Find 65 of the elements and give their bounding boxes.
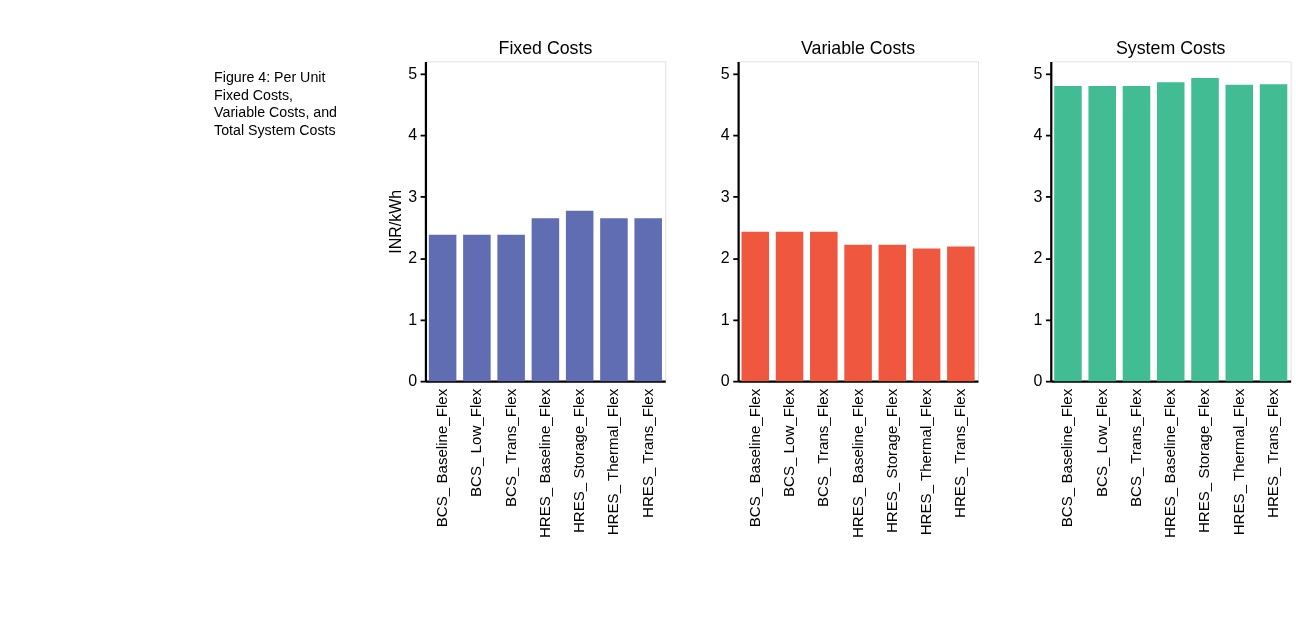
y-tick-label: 0 — [720, 372, 730, 390]
x-tick-label: HRES_ Storage_Flex — [882, 388, 900, 534]
x-tick-label: HRES_ Baseline_Flex — [535, 388, 553, 539]
y-tick-label: 2 — [408, 249, 418, 267]
bar — [600, 218, 628, 382]
y-tick-label: 2 — [1033, 249, 1043, 267]
y-tick-label: 4 — [720, 126, 730, 144]
x-tick-label: HRES_ Baseline_Flex — [848, 388, 866, 539]
x-tick-label: BCS_ Low_Flex — [1092, 388, 1110, 497]
bar — [775, 231, 804, 382]
bar — [878, 244, 907, 382]
y-tick-label: 2 — [720, 249, 730, 267]
y-tick-label: 3 — [720, 187, 730, 205]
x-tick-label: BCS_ Low_Flex — [780, 388, 797, 497]
y-tick-label: 0 — [408, 372, 418, 390]
caption: Figure 4: Per Unit Fixed Costs, Variable Costs, and Total System Costs — [214, 68, 337, 139]
x-tick-label: HRES_ Storage_Flex — [1195, 388, 1213, 534]
y-axis-title: INR/kWh — [387, 189, 405, 254]
bar — [634, 218, 662, 382]
y-tick-label: 4 — [408, 126, 418, 144]
bar — [1122, 86, 1151, 382]
x-tick-label: BCS_ Baseline_Flex — [1058, 388, 1076, 528]
x-tick-label: HRES_ Storage_Flex — [570, 388, 588, 534]
bar — [741, 231, 770, 382]
x-tick-label: HRES_ Baseline_Flex — [1161, 388, 1179, 539]
y-tick-label: 1 — [720, 310, 730, 328]
y-tick-label: 5 — [408, 64, 418, 82]
chart-title: Fixed Costs — [498, 38, 593, 59]
x-tick-label: HRES_ Trans_Flex — [638, 388, 656, 518]
y-tick-label: 1 — [408, 310, 418, 328]
x-tick-label: BCS_ Trans_Flex — [501, 388, 519, 508]
bar — [1191, 78, 1219, 382]
y-tick-label: 3 — [408, 187, 418, 205]
y-tick-label: 4 — [1033, 126, 1043, 144]
chart-title: System Costs — [1116, 38, 1226, 59]
x-tick-label: HRES_ Trans_Flex — [951, 388, 969, 518]
x-tick-label: BCS_ Baseline_Flex — [745, 388, 763, 528]
bar — [463, 234, 491, 382]
bar — [565, 210, 594, 382]
bar — [1156, 82, 1185, 382]
bar — [428, 234, 457, 382]
bar — [531, 218, 560, 382]
y-tick-label: 1 — [1033, 310, 1043, 328]
x-tick-label: BCS_ Trans_Flex — [1126, 388, 1144, 508]
bar — [1259, 84, 1288, 382]
bar — [810, 231, 838, 382]
x-tick-label: HRES_ Thermal_Flex — [604, 388, 622, 536]
y-tick-label: 5 — [1033, 64, 1043, 82]
x-tick-label: BCS_ Baseline_Flex — [433, 388, 451, 528]
bar — [1088, 86, 1116, 382]
x-tick-label: HRES_ Thermal_Flex — [917, 388, 935, 536]
bar — [497, 234, 525, 382]
y-tick-label: 5 — [720, 64, 730, 82]
bar — [1054, 86, 1082, 382]
bar — [912, 248, 941, 382]
x-tick-label: HRES_ Thermal_Flex — [1229, 388, 1247, 536]
y-tick-label: 3 — [1033, 187, 1043, 205]
x-tick-label: HRES_ Trans_Flex — [1263, 388, 1281, 518]
bar — [947, 246, 975, 382]
x-tick-label: BCS_ Trans_Flex — [814, 388, 832, 508]
y-tick-label: 0 — [1033, 372, 1043, 390]
bar — [844, 244, 872, 382]
x-tick-label: BCS_ Low_Flex — [467, 388, 485, 497]
bar — [1225, 84, 1254, 382]
chart-title: Variable Costs — [801, 38, 916, 59]
